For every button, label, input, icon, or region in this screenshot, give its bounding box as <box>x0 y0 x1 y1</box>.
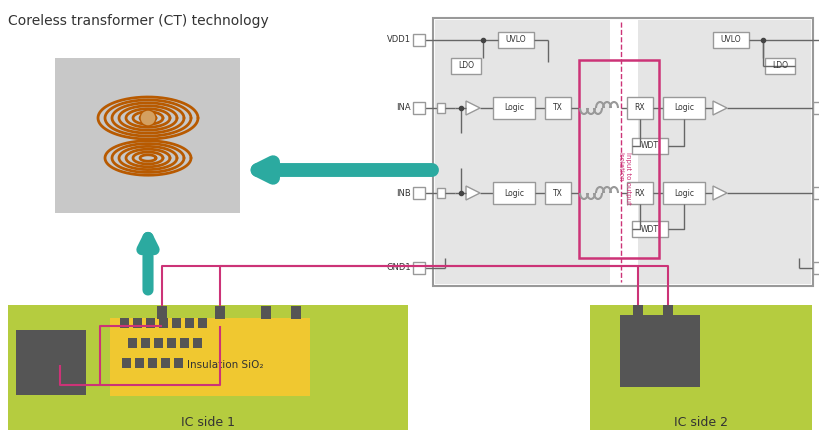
Text: Coreless transformer (CT) technology: Coreless transformer (CT) technology <box>8 14 269 28</box>
Bar <box>638 20 811 284</box>
Text: Input to output
Isolation: Input to output Isolation <box>618 152 631 205</box>
Bar <box>813 262 819 274</box>
Bar <box>713 32 749 48</box>
Bar <box>174 358 183 368</box>
Bar <box>545 182 571 204</box>
Bar <box>55 58 240 213</box>
Bar <box>146 318 155 328</box>
Bar <box>198 318 207 328</box>
Bar <box>765 58 795 74</box>
Text: RX: RX <box>635 103 645 113</box>
Text: IC side 2: IC side 2 <box>674 415 728 429</box>
Bar <box>110 318 310 396</box>
Text: VDD1: VDD1 <box>387 36 411 44</box>
Bar <box>215 306 225 319</box>
Bar <box>663 305 673 318</box>
Bar <box>545 97 571 119</box>
Bar <box>180 338 189 348</box>
Bar <box>437 103 445 113</box>
Bar <box>493 182 535 204</box>
Bar <box>133 318 142 328</box>
Bar <box>413 34 425 46</box>
Bar <box>627 182 653 204</box>
Bar <box>437 188 445 198</box>
Text: TX: TX <box>553 103 563 113</box>
Bar <box>261 306 271 319</box>
Bar <box>632 138 668 154</box>
Bar <box>148 358 157 368</box>
Bar <box>627 97 653 119</box>
Bar <box>193 338 202 348</box>
Bar <box>141 338 150 348</box>
Text: Logic: Logic <box>674 103 694 113</box>
Bar <box>451 58 481 74</box>
Text: Insulation SiO₂: Insulation SiO₂ <box>187 360 263 370</box>
Text: INB: INB <box>396 188 411 198</box>
Text: INA: INA <box>396 103 411 113</box>
Polygon shape <box>713 186 727 200</box>
Bar <box>663 97 705 119</box>
Bar <box>632 221 668 237</box>
Bar <box>813 187 819 199</box>
Bar <box>159 318 168 328</box>
Text: RX: RX <box>635 188 645 198</box>
Text: GND1: GND1 <box>387 264 411 272</box>
Bar <box>128 338 137 348</box>
Bar <box>120 318 129 328</box>
Bar <box>620 315 700 387</box>
Bar <box>633 305 643 318</box>
Polygon shape <box>466 186 480 200</box>
Bar <box>433 18 813 286</box>
Text: UVLO: UVLO <box>505 36 527 44</box>
Text: IC side 1: IC side 1 <box>181 415 235 429</box>
Text: UVLO: UVLO <box>721 36 741 44</box>
Bar <box>498 32 534 48</box>
Bar <box>813 102 819 114</box>
Polygon shape <box>466 101 480 115</box>
Text: LDO: LDO <box>458 62 474 70</box>
Bar <box>157 306 167 319</box>
Bar <box>154 338 163 348</box>
Bar <box>172 318 181 328</box>
Text: Logic: Logic <box>504 103 524 113</box>
Text: WDT: WDT <box>641 224 659 234</box>
Text: WDT: WDT <box>641 142 659 150</box>
Polygon shape <box>713 101 727 115</box>
Bar <box>161 358 170 368</box>
Bar <box>291 306 301 319</box>
Bar <box>663 182 705 204</box>
Bar <box>185 318 194 328</box>
Bar <box>167 338 176 348</box>
Text: Logic: Logic <box>504 188 524 198</box>
Bar <box>122 358 131 368</box>
Bar <box>8 305 408 430</box>
Bar <box>16 330 86 395</box>
Text: Logic: Logic <box>674 188 694 198</box>
Bar <box>590 305 812 430</box>
Bar <box>435 20 610 284</box>
Bar <box>135 358 144 368</box>
Bar <box>413 262 425 274</box>
Circle shape <box>140 110 156 126</box>
Bar <box>493 97 535 119</box>
Bar <box>413 102 425 114</box>
Bar <box>413 187 425 199</box>
Text: LDO: LDO <box>772 62 788 70</box>
Bar <box>579 60 659 258</box>
Text: TX: TX <box>553 188 563 198</box>
